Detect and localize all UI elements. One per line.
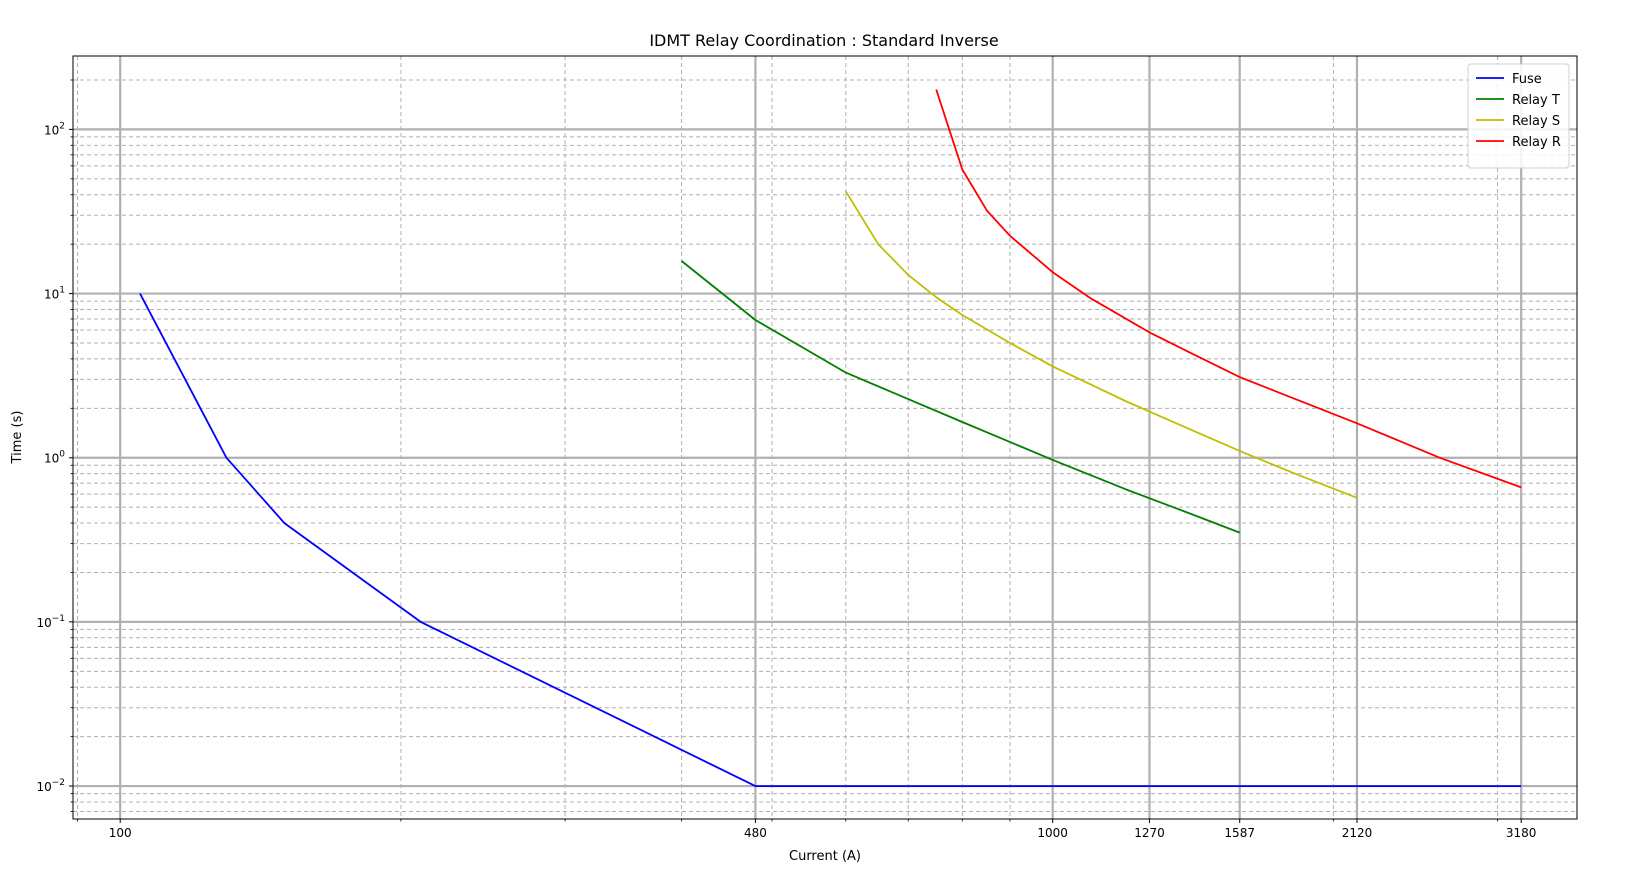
series-line-relay-t	[681, 260, 1241, 534]
x-tick-label: 2120	[1342, 826, 1373, 840]
y-axis-ticks: 10−2 10−1 100 101 102	[36, 121, 73, 794]
series-lines	[139, 89, 1522, 787]
legend: Fuse Relay T Relay S Relay R	[1467, 63, 1570, 169]
series-line-relay-r	[935, 89, 1522, 489]
grid	[70, 56, 1577, 822]
legend-label: Relay R	[1512, 135, 1561, 150]
series-line-relay-s	[845, 190, 1358, 499]
y-tick-label: 101	[44, 286, 65, 302]
chart-title: IDMT Relay Coordination : Standard Inver…	[649, 31, 998, 50]
x-tick-label: 3180	[1506, 826, 1537, 840]
series-line-fuse	[139, 293, 1522, 787]
legend-label: Fuse	[1512, 72, 1542, 87]
legend-label: Relay T	[1512, 93, 1560, 108]
y-axis-label: Time (s)	[10, 411, 25, 465]
y-tick-label: 100	[44, 450, 65, 466]
legend-box	[1467, 63, 1570, 169]
plot-area-border	[72, 55, 1578, 820]
x-tick-label: 1587	[1224, 826, 1255, 840]
legend-label: Relay S	[1512, 114, 1560, 129]
x-axis-label: Current (A)	[789, 849, 861, 864]
y-tick-label: 102	[44, 121, 65, 137]
x-tick-label: 1000	[1037, 826, 1068, 840]
x-tick-label: 1270	[1134, 826, 1165, 840]
x-tick-label: 480	[744, 826, 767, 840]
y-tick-label: 10−1	[36, 614, 65, 630]
x-axis-ticks: 100 480 1000 1270 1587 2120 3180	[109, 819, 1537, 840]
y-tick-label: 10−2	[36, 778, 65, 794]
x-tick-label: 100	[109, 826, 132, 840]
